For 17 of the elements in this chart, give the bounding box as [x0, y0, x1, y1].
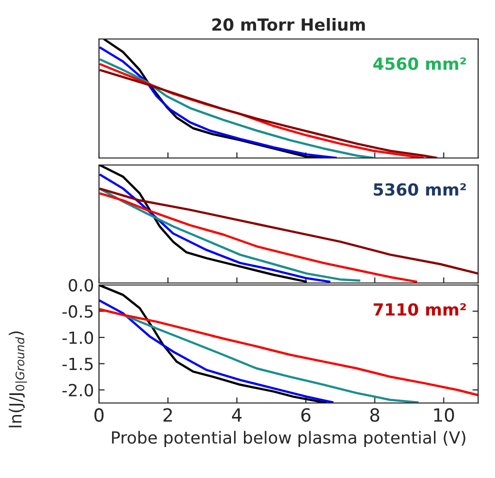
x-tick-label: 2	[164, 408, 172, 422]
annotation: 5360 mm²	[374, 183, 466, 196]
annotation: 7110 mm²	[374, 303, 466, 316]
x-tick-label: 10	[434, 408, 454, 422]
x-tick-label: 0	[94, 408, 104, 422]
x-tick-label: 8	[370, 408, 380, 422]
x-tick-label: 6	[301, 408, 310, 422]
chart-title: 20 mTorr Helium	[212, 18, 365, 31]
y-tick-label: -0.5	[62, 305, 93, 318]
y-tick-label: 0.0	[68, 278, 94, 292]
y-tick-label: -2.0	[62, 384, 94, 396]
y-tick-label: -1.0	[62, 331, 94, 344]
x-tick-label: 4	[232, 408, 242, 422]
annotation: 4560 mm²	[373, 57, 466, 70]
x-axis-title: Probe potential below plasma potential (V)	[112, 430, 466, 448]
y-tick-label: -1.5	[62, 358, 93, 370]
y-axis-title: ln(J/J$_{0|Ground}$)	[8, 331, 27, 428]
